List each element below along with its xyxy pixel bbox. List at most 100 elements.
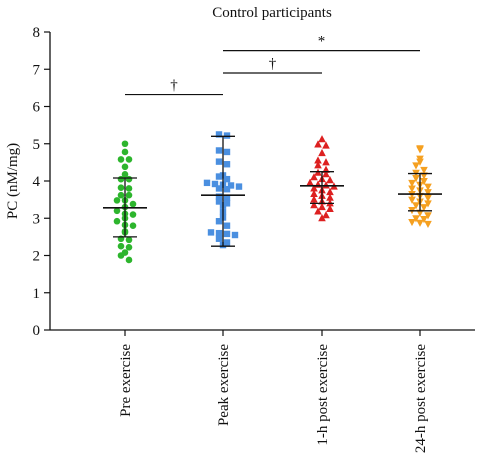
data-point bbox=[424, 183, 432, 191]
y-tick-label: 3 bbox=[33, 211, 41, 227]
data-point bbox=[420, 166, 428, 175]
data-point bbox=[424, 189, 432, 197]
y-tick-label: 8 bbox=[33, 25, 41, 41]
data-point bbox=[314, 161, 322, 169]
data-point bbox=[223, 132, 231, 139]
data-point bbox=[121, 148, 129, 156]
data-point bbox=[326, 193, 334, 201]
significance-symbol: † bbox=[269, 56, 277, 72]
data-point bbox=[113, 217, 121, 225]
y-tick-label: 7 bbox=[33, 62, 41, 78]
data-point bbox=[223, 148, 231, 156]
data-point bbox=[215, 198, 223, 205]
error-bar bbox=[300, 171, 344, 205]
data-point bbox=[310, 201, 318, 209]
significance-brackets: † † * bbox=[125, 34, 420, 96]
data-point bbox=[412, 175, 420, 183]
data-point bbox=[314, 140, 322, 148]
data-point bbox=[326, 176, 334, 184]
data-point bbox=[322, 158, 330, 166]
data-point bbox=[117, 184, 125, 192]
data-point bbox=[129, 222, 137, 229]
data-point bbox=[424, 220, 432, 229]
data-point bbox=[416, 209, 424, 217]
data-point bbox=[412, 162, 420, 170]
data-point bbox=[121, 170, 129, 178]
y-tick-label: 5 bbox=[33, 137, 41, 153]
data-point bbox=[416, 219, 424, 227]
data-point bbox=[223, 222, 231, 229]
y-tick-label: 6 bbox=[33, 100, 41, 116]
x-category-label: 1-h post exercise bbox=[315, 344, 331, 446]
data-point bbox=[125, 191, 133, 199]
data-point bbox=[125, 244, 133, 251]
y-axis-label: PC (nM/mg) bbox=[5, 143, 21, 219]
data-point bbox=[125, 256, 133, 264]
data-group bbox=[201, 131, 245, 249]
data-point bbox=[223, 175, 231, 183]
data-point bbox=[117, 156, 125, 163]
data-point bbox=[121, 163, 129, 171]
data-point bbox=[125, 236, 133, 244]
data-point bbox=[211, 180, 219, 188]
data-point bbox=[318, 214, 326, 222]
data-point bbox=[322, 141, 330, 149]
data-point bbox=[117, 242, 125, 250]
data-point bbox=[408, 218, 416, 227]
data-point bbox=[318, 148, 326, 157]
data-point bbox=[121, 140, 129, 148]
data-point bbox=[121, 249, 129, 256]
x-category-label: 24-h post exercise bbox=[413, 344, 429, 453]
data-point bbox=[424, 194, 432, 202]
data-point bbox=[416, 155, 424, 163]
data-point bbox=[215, 158, 223, 165]
data-point bbox=[420, 215, 428, 224]
significance-symbol: † bbox=[170, 78, 178, 94]
data-point bbox=[215, 235, 223, 242]
data-point bbox=[310, 173, 318, 181]
significance-symbol: * bbox=[318, 34, 326, 50]
data-point bbox=[408, 179, 416, 188]
data-point bbox=[424, 200, 432, 208]
y-tick-label: 1 bbox=[33, 286, 41, 302]
y-tick-label: 2 bbox=[33, 249, 41, 265]
data-point bbox=[113, 197, 121, 204]
data-point bbox=[322, 211, 330, 219]
data-point bbox=[215, 185, 223, 192]
data-point bbox=[310, 189, 318, 198]
data-point bbox=[223, 239, 231, 246]
data-point bbox=[314, 156, 322, 164]
data-point bbox=[412, 202, 420, 210]
data-point bbox=[223, 230, 231, 238]
data-point bbox=[223, 194, 231, 201]
data-point bbox=[310, 184, 318, 192]
error-bar bbox=[201, 135, 245, 247]
data-point bbox=[129, 200, 137, 208]
data-point bbox=[215, 147, 223, 154]
data-point bbox=[215, 218, 223, 225]
y-tick-label: 4 bbox=[33, 174, 41, 190]
data-point bbox=[215, 173, 223, 180]
data-point bbox=[125, 156, 133, 163]
data-point bbox=[215, 193, 223, 200]
data-point bbox=[314, 207, 322, 215]
chart-title: Control participants bbox=[212, 5, 332, 21]
y-tick-label: 0 bbox=[33, 323, 41, 339]
data-point bbox=[326, 187, 334, 196]
data-point bbox=[117, 191, 125, 199]
data-point bbox=[227, 182, 235, 189]
data-point bbox=[318, 135, 326, 143]
data-point bbox=[223, 185, 231, 193]
data-point bbox=[129, 211, 137, 218]
data-point bbox=[223, 200, 231, 207]
data-point bbox=[306, 178, 314, 186]
x-category-label: Pre exercise bbox=[118, 344, 134, 417]
data-group bbox=[103, 140, 147, 264]
data-point bbox=[416, 145, 424, 153]
data-point bbox=[235, 183, 243, 190]
data-point bbox=[215, 131, 223, 138]
data-point bbox=[125, 185, 133, 192]
data-point bbox=[203, 179, 211, 187]
data-point bbox=[420, 178, 428, 186]
